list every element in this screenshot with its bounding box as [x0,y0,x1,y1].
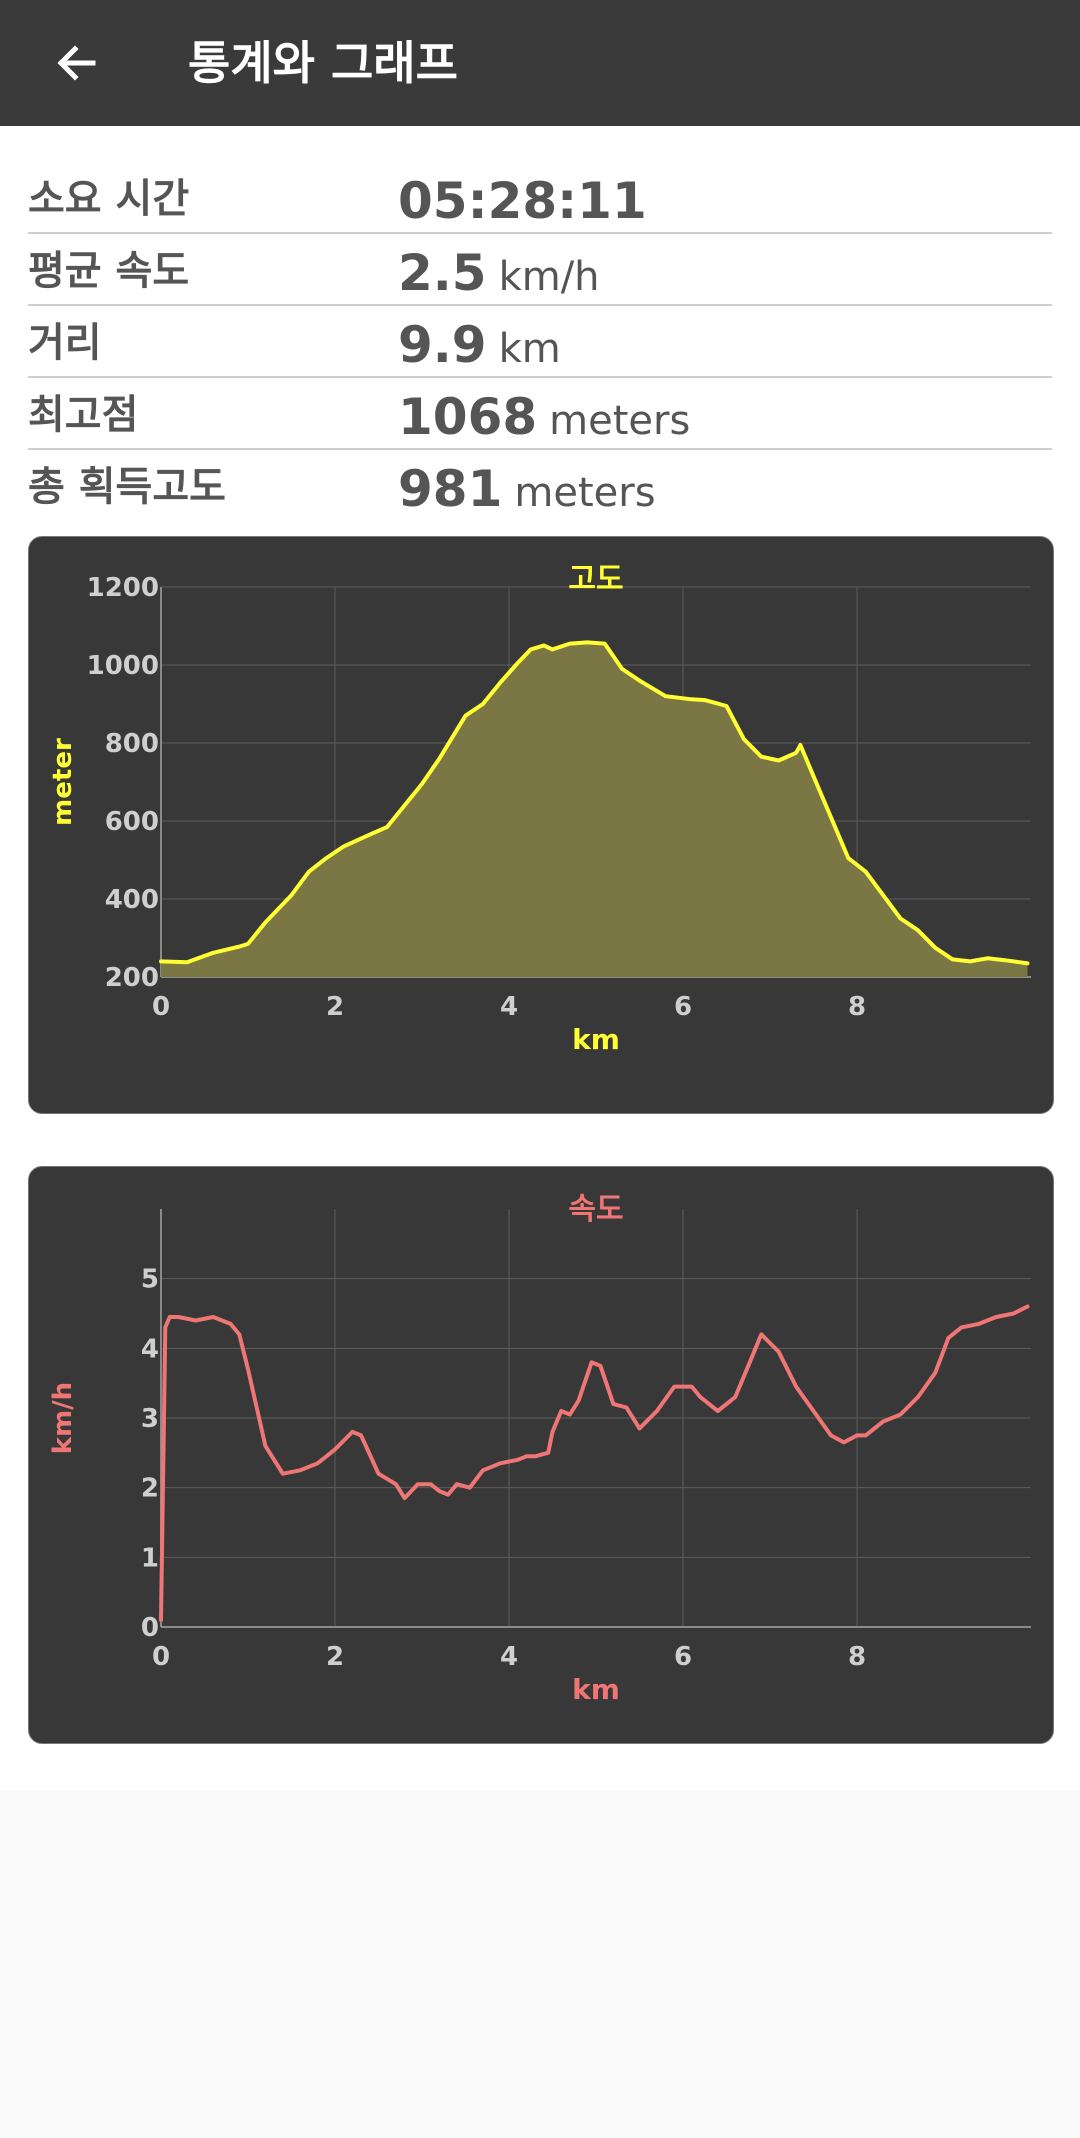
stat-value: 981 [398,460,503,518]
series-line [159,1304,1030,1622]
stat-row-distance: 거리 9.9 km [28,306,1052,378]
page-title: 통계와 그래프 [188,36,458,90]
y-tick-label: 2 [141,1474,159,1504]
x-tick-label: 4 [500,992,518,1022]
x-tick-label: 0 [152,1642,170,1672]
elevation-area [161,642,1028,977]
y-tick-label: 4 [141,1334,159,1364]
stats-content: 소요 시간 05:28:11 평균 속도 2.5 km/h 거리 9.9 km 최고… [0,126,1080,1790]
x-tick-label: 6 [674,1642,692,1672]
x-axis-label: km [572,1673,620,1706]
stat-value: 05:28:11 [398,172,647,230]
x-tick-label: 8 [848,1642,866,1672]
chart-title: 고도 [568,562,623,597]
stat-value-duration: 05:28:11 [398,172,647,230]
stat-label: 평균 속도 [28,248,190,294]
y-tick-label: 5 [141,1265,159,1295]
y-tick-label: 0 [141,1613,159,1643]
y-tick-label: 3 [141,1404,159,1434]
x-tick-label: 2 [326,992,344,1022]
elevation-chart-card: 0 2 4 6 8 200 400 600 800 1000 1200 고도 km meter [28,536,1054,1114]
y-axis-label: km/h [48,1382,78,1454]
y-tick-label: 1200 [87,573,159,603]
stat-label: 소요 시간 [28,176,190,222]
chart-grid [160,1209,1031,1628]
stat-row-max-elevation: 최고점 1068 meters [28,378,1052,450]
stat-value-max-elevation: 1068 meters [398,388,690,446]
x-tick-label: 0 [152,992,170,1022]
y-tick-label: 200 [105,963,159,993]
stat-label: 총 획득고도 [28,464,226,510]
stat-unit: km [498,326,561,372]
x-tick-label: 8 [848,992,866,1022]
elevation-chart: 0 2 4 6 8 200 400 600 800 1000 1200 고도 km meter [48,562,1031,1056]
speed-chart-card: 0 2 4 6 8 0 1 2 3 4 5 속도 km km/h [28,1166,1054,1744]
y-tick-label: 1 [141,1543,159,1573]
x-tick-label: 2 [326,1642,344,1672]
stats-table: 소요 시간 05:28:11 평균 속도 2.5 km/h 거리 9.9 km 최고… [28,162,1052,520]
y-tick-label: 400 [105,885,159,915]
stat-value-avg-speed: 2.5 km/h [398,244,600,302]
stat-value-distance: 9.9 km [398,316,561,374]
stat-row-duration: 소요 시간 05:28:11 [28,162,1052,234]
y-tick-label: 1000 [87,651,159,681]
app-bar: 통계와 그래프 [0,0,1080,126]
speed-chart: 0 2 4 6 8 0 1 2 3 4 5 속도 km km/h [48,1192,1031,1706]
arrow-left-icon [57,45,96,81]
stat-unit: km/h [498,254,600,300]
stat-label: 최고점 [28,392,139,438]
x-axis-label: km [572,1023,620,1056]
stat-row-avg-speed: 평균 속도 2.5 km/h [28,234,1052,306]
stat-unit: meters [549,398,691,444]
stat-value-total-ascent: 981 meters [398,460,656,518]
stat-unit: meters [514,470,656,516]
stat-row-total-ascent: 총 획득고도 981 meters [28,450,1052,520]
stat-value: 9.9 [398,316,487,374]
y-axis-label: meter [48,738,78,826]
series-line [159,640,1030,966]
stat-value: 2.5 [398,244,487,302]
x-tick-label: 4 [500,1642,518,1672]
stat-value: 1068 [398,388,538,446]
chart-title: 속도 [568,1192,623,1227]
y-tick-label: 800 [105,729,159,759]
x-tick-label: 6 [674,992,692,1022]
stat-label: 거리 [28,320,102,366]
y-tick-label: 600 [105,807,159,837]
back-button[interactable] [44,30,110,96]
